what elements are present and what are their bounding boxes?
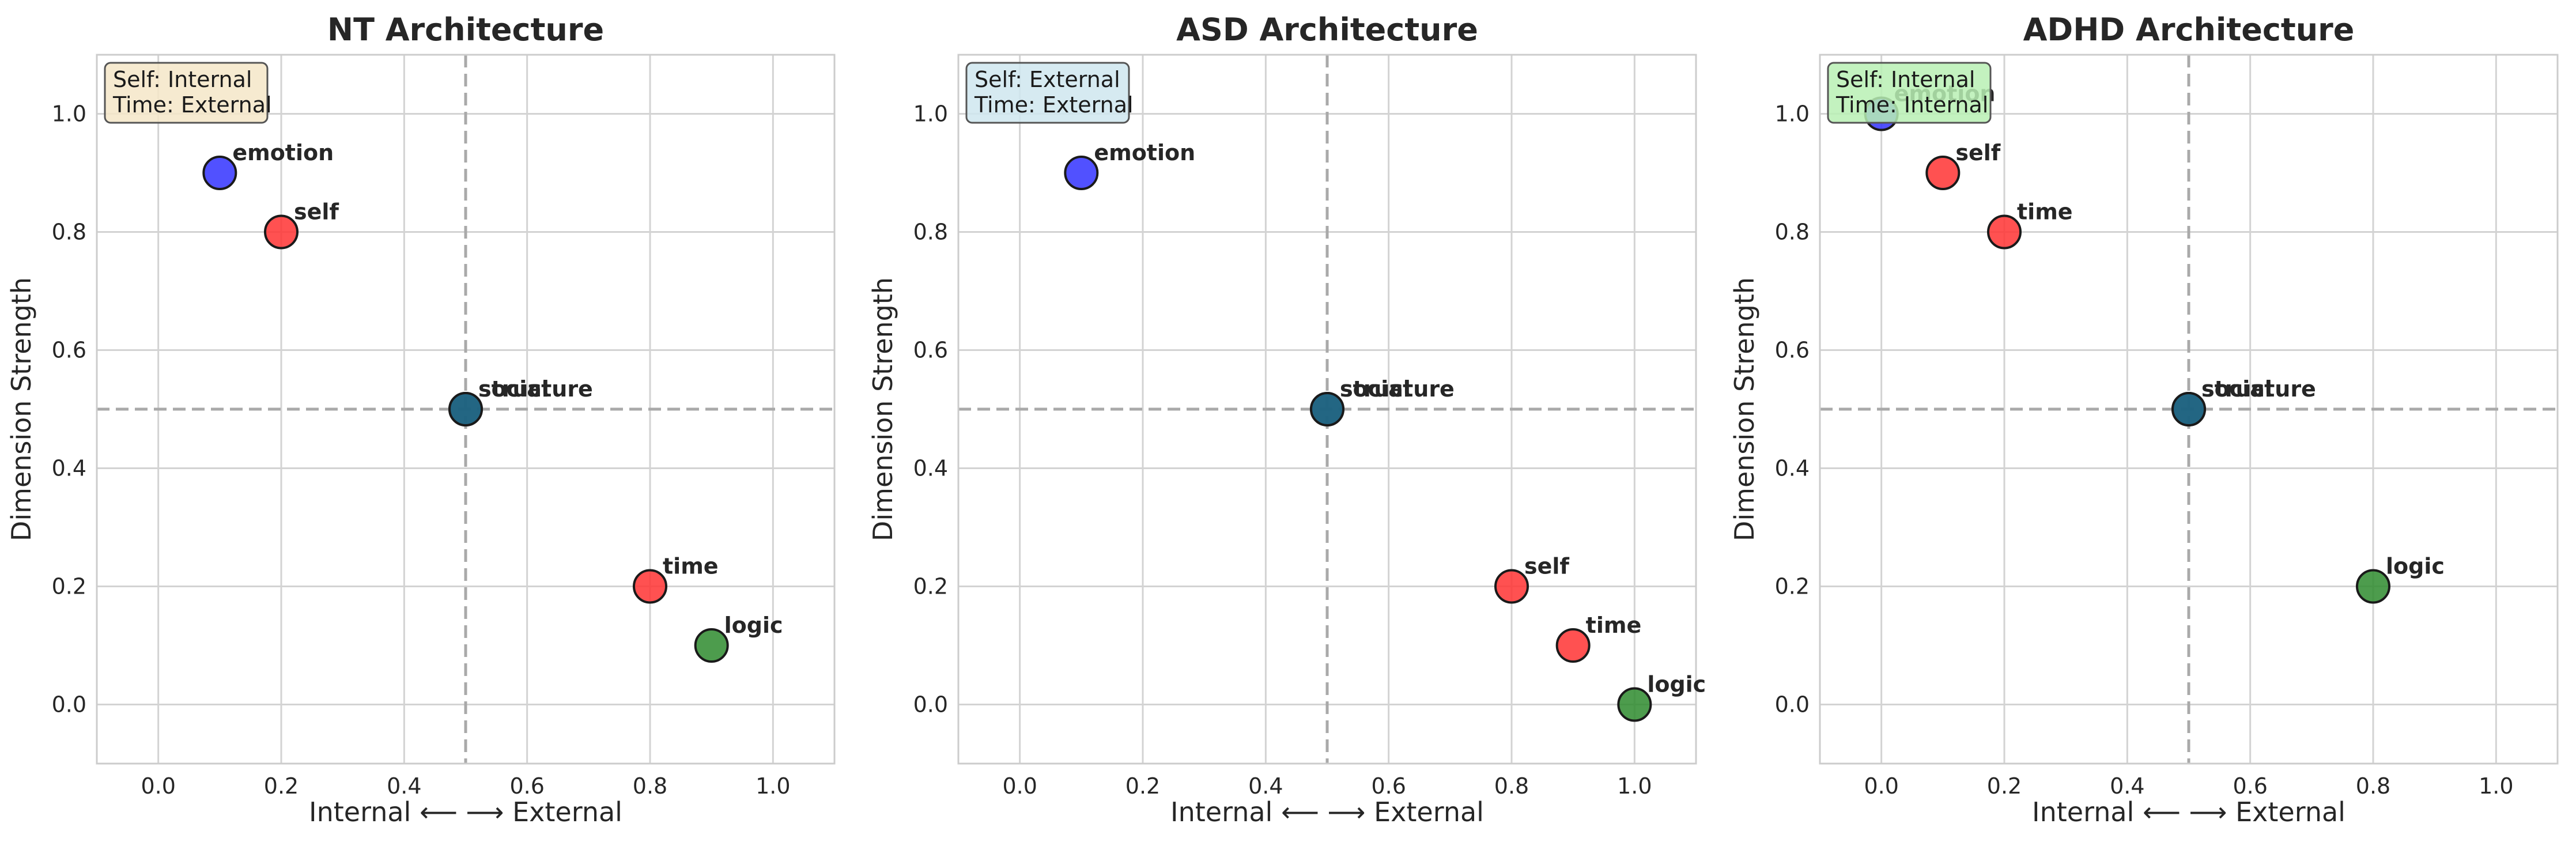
info-box-line: Time: Internal: [1835, 92, 1988, 118]
data-point-time: [633, 569, 667, 604]
point-label-time: time: [2017, 199, 2073, 225]
x-tick-label: 0.6: [2233, 773, 2267, 799]
y-tick-label: 0.2: [1775, 574, 1810, 599]
point-label-emotion: emotion: [232, 140, 334, 165]
point-label-structure: structure: [2201, 376, 2316, 402]
data-point-self: [264, 214, 299, 250]
chart-panel-0: 0.0 0.2 0.4 0.6 0.8 1.0 0.0 0.2 0.4 0.6 0.8 1.0 NT A…: [6, 12, 836, 828]
chart-panel-1: 0.0 0.2 0.4 0.6 0.8 1.0 0.0 0.2 0.4 0.6 0.8 1.0 ASD …: [867, 12, 1706, 828]
x-tick-label: 1.0: [1617, 773, 1652, 799]
y-tick-label: 0.8: [1775, 220, 1810, 245]
data-point-emotion: [202, 156, 237, 190]
data-point-self: [1925, 156, 1961, 190]
x-tick-label: 0.0: [1864, 773, 1898, 799]
x-tick-label: 0.2: [264, 773, 299, 799]
info-box-line: Self: External: [975, 67, 1120, 92]
data-point-emotion: [1064, 156, 1099, 190]
data-point-self: [1494, 569, 1529, 604]
point-label-social: social: [2201, 376, 2272, 402]
point-label-social: social: [1340, 376, 1411, 402]
x-axis-label: Internal ⟵ ⟶ External: [309, 796, 622, 828]
point-label-self: self: [294, 199, 339, 225]
point-label-structure: structure: [478, 376, 593, 402]
info-box: [1827, 62, 1992, 124]
point-label-time: time: [663, 554, 719, 579]
data-point-time: [1555, 628, 1591, 663]
point-label-emotion: emotion: [1094, 140, 1195, 165]
data-point-structure: [448, 392, 483, 426]
point-label-logic: logic: [2386, 554, 2445, 579]
info-box: [965, 62, 1130, 124]
data-point-structure: [1310, 392, 1344, 426]
info-box-line: Self: Internal: [113, 67, 252, 92]
y-axis-label: Dimension Strength: [867, 277, 898, 541]
point-label-logic: logic: [724, 613, 783, 638]
x-tick-label: 0.4: [1248, 773, 1283, 799]
point-label-logic: logic: [1647, 672, 1706, 697]
x-tick-label: 0.4: [2110, 773, 2144, 799]
x-tick-label: 0.0: [141, 773, 175, 799]
x-tick-label: 0.6: [509, 773, 544, 799]
chart-title: NT Architecture: [327, 12, 604, 48]
y-tick-label: 0.0: [1775, 692, 1810, 717]
data-point-time: [1987, 214, 2022, 250]
info-box-line: Time: External: [974, 92, 1134, 118]
x-axis-label: Internal ⟵ ⟶ External: [2032, 796, 2345, 828]
data-point-logic: [1617, 687, 1652, 722]
y-axis-label: Dimension Strength: [6, 277, 37, 541]
point-label-time: time: [1586, 613, 1642, 638]
y-tick-label: 0.4: [913, 456, 948, 481]
y-tick-label: 0.4: [1775, 456, 1810, 481]
info-box: [104, 62, 269, 124]
y-tick-label: 0.0: [913, 692, 948, 717]
point-label-self: self: [1955, 140, 2000, 165]
x-tick-label: 1.0: [756, 773, 790, 799]
x-tick-label: 0.2: [1987, 773, 2022, 799]
info-box-line: Self: Internal: [1836, 67, 1975, 92]
y-tick-label: 1.0: [913, 101, 948, 127]
x-tick-label: 1.0: [2479, 773, 2513, 799]
x-tick-label: 0.2: [1125, 773, 1160, 799]
x-tick-label: 0.6: [1371, 773, 1406, 799]
y-tick-label: 0.6: [1775, 338, 1810, 363]
y-axis-label: Dimension Strength: [1729, 277, 1760, 541]
chart-title: ADHD Architecture: [2023, 12, 2355, 48]
data-point-structure: [2171, 392, 2206, 426]
x-tick-label: 0.8: [633, 773, 667, 799]
x-tick-label: 0.4: [387, 773, 421, 799]
y-tick-label: 0.6: [52, 338, 86, 363]
point-label-self: self: [1524, 554, 1569, 579]
x-tick-label: 0.8: [1494, 773, 1529, 799]
info-box-line: Time: External: [112, 92, 272, 118]
y-tick-label: 0.8: [52, 220, 86, 245]
chart-title: ASD Architecture: [1176, 12, 1478, 48]
y-tick-label: 0.8: [913, 220, 948, 245]
x-tick-label: 0.8: [2356, 773, 2390, 799]
data-point-logic: [694, 628, 729, 663]
y-tick-label: 0.0: [52, 692, 86, 717]
point-label-structure: structure: [1340, 376, 1455, 402]
point-label-social: social: [478, 376, 549, 402]
y-tick-label: 1.0: [52, 101, 86, 127]
y-tick-label: 0.6: [913, 338, 948, 363]
y-tick-label: 0.4: [52, 456, 86, 481]
y-tick-label: 1.0: [1775, 101, 1810, 127]
data-point-logic: [2356, 569, 2390, 604]
plot-frame: [957, 54, 1697, 765]
plot-frame: [1819, 54, 2559, 765]
plot-frame: [96, 54, 836, 765]
chart-panel-2: 0.0 0.2 0.4 0.6 0.8 1.0 0.0 0.2 0.4 0.6 0.8 1.0 ADHD…: [1729, 12, 2559, 828]
y-tick-label: 0.2: [913, 574, 948, 599]
y-tick-label: 0.2: [52, 574, 86, 599]
x-axis-label: Internal ⟵ ⟶ External: [1170, 796, 1484, 828]
x-tick-label: 0.0: [1002, 773, 1037, 799]
